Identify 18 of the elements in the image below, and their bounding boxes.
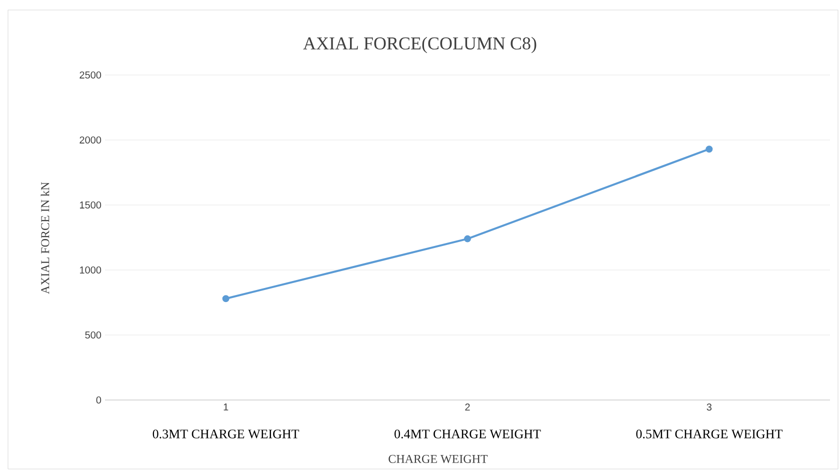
text: 0.4MT CHARGE WEIGHT xyxy=(394,430,541,438)
y-tick-label: 500 xyxy=(85,331,102,339)
chart-title: AXIAL FORCE(COLUMN C8) xyxy=(303,36,536,54)
point xyxy=(706,146,713,153)
x-tick-label: 1 xyxy=(224,404,228,410)
x-axis-title: CHARGE WEIGHT xyxy=(388,454,488,464)
y-tick-label: 2000 xyxy=(80,136,102,144)
x-tick-label: 3 xyxy=(706,404,712,411)
point xyxy=(222,295,230,302)
text: 0.5MT CHARGE WEIGHT xyxy=(636,430,782,438)
y-tick-label: 1000 xyxy=(80,266,102,274)
y-tick-label: 1500 xyxy=(80,201,102,209)
y-axis-title: AXIAL FORCE IN kN xyxy=(40,182,50,294)
y-tick-label: 0 xyxy=(96,396,102,404)
text: 0.3MT CHARGE WEIGHT xyxy=(152,430,300,438)
x-tick-label: 2 xyxy=(465,404,470,411)
y-tick-label: 2500 xyxy=(80,71,102,79)
point xyxy=(464,235,472,242)
